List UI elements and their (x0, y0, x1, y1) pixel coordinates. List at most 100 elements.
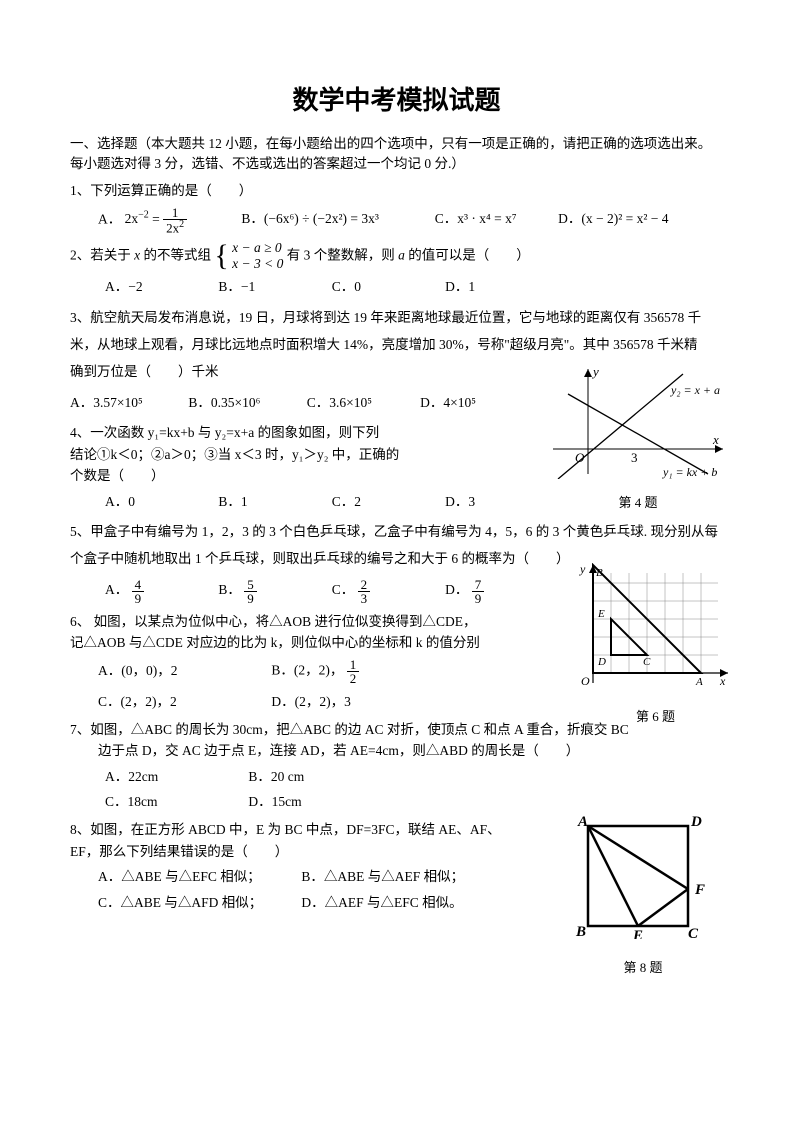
q3-optD: D．4×10⁵ (420, 389, 500, 416)
q6-options-row2: C．(2，2)，2 D．(2，2)，3 (70, 691, 723, 713)
q1-optA-label: A． (98, 211, 121, 226)
q1-stem: 1、下列运算正确的是（ ） (70, 180, 723, 202)
q2-optD: D．1 (445, 276, 555, 298)
q5-optD-num: 7 (472, 578, 485, 592)
q5-optA-den: 9 (132, 592, 145, 605)
q2-options: A．−2 B．−1 C．0 D．1 (70, 276, 723, 298)
q6-stem-b: 记△AOB 与△CDE 对应边的比为 k，则位似中心的坐标和 k 的值分别 (70, 632, 540, 654)
q3-optA: A．3.57×10⁵ (70, 389, 185, 416)
q5-optA: A． 49 (105, 576, 215, 604)
q4-optC: C．2 (332, 491, 442, 513)
q6-optB-num: 1 (347, 658, 360, 672)
q2-system: { x − a ≥ 0 x − 3 < 0 (214, 240, 283, 272)
q7-optD: D．15cm (248, 791, 388, 813)
q3-optC: C．3.6×10⁵ (307, 389, 417, 416)
q7-optA: A．22cm (105, 766, 245, 788)
q5-optD: D． 79 (445, 576, 555, 604)
q4-stem-a: 4、一次函数 y₁=kx+b 与 y₂=x+a 的图象如图，则下列 (70, 422, 490, 444)
q2-stem-a: 2、若关于 (70, 247, 134, 262)
q6-optC: C．(2，2)，2 (98, 691, 268, 713)
question-4: 4、一次函数 y₁=kx+b 与 y₂=x+a 的图象如图，则下列 结论①k＜0… (70, 422, 723, 512)
question-7: 7、如图，△ABC 的周长为 30cm，把△ABC 的边 AC 对折，使顶点 C… (70, 719, 723, 813)
q2-var-a: a (398, 247, 405, 262)
q2-stem: 2、若关于 x 的不等式组 { x − a ≥ 0 x − 3 < 0 有 3 … (70, 240, 723, 272)
q1-optA-lhs: 2x (125, 211, 139, 226)
q7-optB: B．20 cm (248, 766, 388, 788)
q5-optB-num: 5 (244, 578, 257, 592)
q4-optA: A．0 (105, 491, 215, 513)
q5-optD-label: D． (445, 582, 468, 597)
q8-optC: C．△ABE 与△AFD 相似； (98, 892, 298, 914)
q5-optC-label: C． (332, 582, 355, 597)
fig8-C: C (688, 926, 699, 939)
q5-optC: C． 23 (332, 576, 442, 604)
q1-optA-frac: 1 2x2 (163, 206, 187, 234)
q2-optB: B．−1 (218, 276, 328, 298)
q2-optA: A．−2 (105, 276, 215, 298)
q2-stem-b: 的不等式组 (140, 247, 214, 262)
q2-stem-c: 有 3 个整数解，则 (287, 247, 398, 262)
fig8-A: A (577, 814, 588, 830)
q8-optD: D．△AEF 与△EFC 相似。 (301, 892, 462, 914)
q7-stem-a: 7、如图，△ABC 的周长为 30cm，把△ABC 的边 AC 对折，使顶点 C… (70, 719, 723, 741)
q1-options: A． 2x−2 = 1 2x2 B．(−6x⁶) ÷ (−2x²) = 3x³ … (70, 206, 723, 234)
q5-optB-label: B． (218, 582, 241, 597)
question-3: 3、航空航天局发布消息说，19 日，月球将到达 19 年来距离地球最近位置，它与… (70, 304, 723, 416)
q1-optA-den: 2x2 (163, 220, 187, 234)
q4-stem-c: 个数是（ ） (70, 465, 490, 487)
figure-8-svg: A D B C E F (573, 814, 713, 939)
fig8-F: F (694, 882, 705, 898)
q4-options: A．0 B．1 C．2 D．3 (70, 491, 723, 513)
q7-stem-b: 边于点 D，交 AC 边于点 E，连接 AD，若 AE=4cm，则△ABD 的周… (70, 740, 723, 762)
q2-sys1: x − a ≥ 0 (232, 240, 283, 256)
q6-stem-a: 6、 如图，以某点为位似中心，将△AOB 进行位似变换得到△CDE， (70, 611, 540, 633)
q4-stem-b: 结论①k＜0；②a＞0；③当 x＜3 时，y₁＞y₂ 中，正确的 (70, 444, 490, 466)
fig8-D: D (690, 814, 702, 830)
q7-stem: 7、如图，△ABC 的周长为 30cm，把△ABC 的边 AC 对折，使顶点 C… (70, 719, 723, 762)
question-6: 6、 如图，以某点为位似中心，将△AOB 进行位似变换得到△CDE， 记△AOB… (70, 611, 723, 713)
page-title: 数学中考模拟试题 (70, 80, 723, 122)
fig8-B: B (575, 924, 586, 939)
q1-optA-den-base: 2x (166, 220, 179, 235)
q2-sys2: x − 3 < 0 (232, 256, 283, 272)
q8-optB: B．△ABE 与△AEF 相似； (301, 866, 464, 888)
q5-optD-den: 9 (472, 592, 485, 605)
figure-8: A D B C E F 第 8 题 (573, 814, 713, 978)
q1-optA: A． 2x−2 = 1 2x2 (98, 206, 238, 234)
q1-optD: D．(x − 2)² = x² − 4 (558, 208, 668, 230)
q1-optA-exp: −2 (138, 209, 149, 220)
q4-optB: B．1 (218, 491, 328, 513)
question-2: 2、若关于 x 的不等式组 { x − a ≥ 0 x − 3 < 0 有 3 … (70, 240, 723, 298)
q1-optA-num: 1 (163, 206, 187, 220)
q3-optB: B．0.35×10⁶ (188, 389, 303, 416)
q6-optB: B．(2，2)， 12 (271, 658, 359, 685)
question-8: A D B C E F 第 8 题 8、如图，在正方形 ABCD 中，E 为 B… (70, 819, 723, 913)
fig4-yaxis: y (591, 364, 599, 379)
q5-optC-num: 2 (358, 578, 371, 592)
q5-optA-num760: 4 (132, 578, 145, 592)
brace-icon: { (214, 244, 228, 268)
q8-stem: 8、如图，在正方形 ABCD 中，E 为 BC 中点，DF=3FC，联结 AE、… (70, 819, 540, 862)
question-1: 1、下列运算正确的是（ ） A． 2x−2 = 1 2x2 B．(−6x⁶) ÷… (70, 180, 723, 234)
q5-optB: B． 59 (218, 576, 328, 604)
fig4-y2: y₂ = x + a (670, 383, 720, 397)
q8-stem-b: EF，那么下列结果错误的是（ ） (70, 841, 540, 863)
q2-optC: C．0 (332, 276, 442, 298)
fig8-E: E (632, 928, 643, 939)
q7-options-row1: A．22cm B．20 cm (70, 766, 723, 788)
q6-stem: 6、 如图，以某点为位似中心，将△AOB 进行位似变换得到△CDE， 记△AOB… (70, 611, 540, 654)
q1-optA-eq: = (152, 211, 163, 226)
q6-options-row1: A．(0，0)，2 B．(2，2)， 12 (70, 658, 723, 685)
fig6-yaxis: y (579, 563, 586, 576)
section-intro: 一、选择题（本大题共 12 小题，在每小题给出的四个选项中，只有一项是正确的，请… (70, 134, 723, 175)
q4-stem: 4、一次函数 y₁=kx+b 与 y₂=x+a 的图象如图，则下列 结论①k＜0… (70, 422, 490, 487)
q5-optB-den: 9 (244, 592, 257, 605)
question-5: 5、甲盒子中有编号为 1，2，3 的 3 个白色乒乓球，乙盒子中有编号为 4，5… (70, 518, 723, 604)
q1-optB: B．(−6x⁶) ÷ (−2x²) = 3x³ (241, 208, 431, 230)
q6-optB-den: 2 (347, 672, 360, 685)
q1-optA-den-exp: 2 (179, 219, 184, 230)
q8-stem-a: 8、如图，在正方形 ABCD 中，E 为 BC 中点，DF=3FC，联结 AE、… (70, 819, 540, 841)
q6-optA: A．(0，0)，2 (98, 660, 268, 682)
q6-optB-label: B．(2，2)， (271, 663, 343, 678)
q1-optC: C．x³ · x⁴ = x⁷ (435, 208, 555, 230)
